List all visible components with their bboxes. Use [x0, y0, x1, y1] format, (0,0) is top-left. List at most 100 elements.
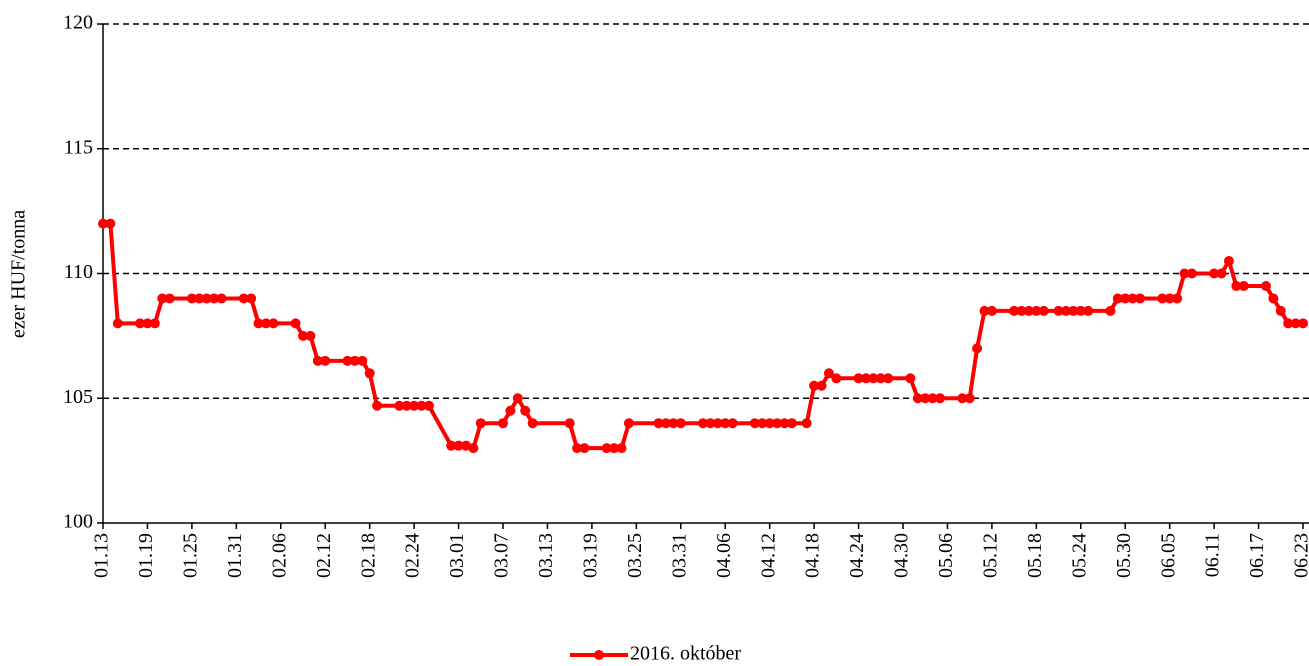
data-point: [290, 318, 301, 329]
data-point: [357, 355, 368, 366]
data-point: [105, 218, 116, 229]
data-point: [668, 418, 679, 429]
data-point: [712, 418, 723, 429]
data-point: [875, 373, 886, 384]
data-point: [298, 330, 308, 341]
x-tick-label: 06.23: [1291, 533, 1309, 578]
y-axis-label: ezer HUF/tonna: [8, 210, 30, 338]
x-tick-label: 02.18: [357, 533, 379, 578]
data-point: [935, 393, 946, 404]
data-point: [986, 305, 997, 316]
data-point: [964, 393, 975, 404]
data-point: [1009, 305, 1020, 316]
data-point: [1179, 268, 1190, 279]
data-point: [186, 293, 197, 304]
data-point: [394, 400, 405, 411]
data-point: [564, 418, 575, 429]
data-point: [320, 355, 331, 366]
data-point: [1186, 268, 1197, 279]
y-tick-label: 105: [63, 386, 93, 408]
data-point: [1238, 280, 1249, 291]
data-point: [1260, 280, 1271, 291]
data-point: [98, 218, 108, 229]
data-point: [727, 418, 738, 429]
x-tick-label: 04.06: [713, 533, 735, 578]
data-point: [1120, 293, 1131, 304]
data-point: [972, 343, 983, 354]
data-point: [1283, 318, 1294, 329]
data-point: [1290, 318, 1301, 329]
x-tick-label: 05.18: [1024, 533, 1046, 578]
data-point: [1068, 305, 1079, 316]
data-point: [653, 418, 664, 429]
y-tick-label: 110: [64, 261, 93, 283]
data-point: [149, 318, 160, 329]
x-tick-label: 03.13: [535, 533, 557, 578]
data-point: [883, 373, 894, 384]
data-point: [705, 418, 716, 429]
data-point: [364, 368, 375, 379]
x-tick-label: 02.12: [313, 533, 335, 578]
y-tick-label: 115: [64, 136, 93, 158]
data-point: [720, 418, 731, 429]
data-point: [831, 373, 842, 384]
data-point: [135, 318, 146, 329]
data-point: [601, 443, 612, 454]
data-point: [1127, 293, 1138, 304]
data-point: [401, 400, 412, 411]
data-point: [1216, 268, 1227, 279]
data-point: [1083, 305, 1094, 316]
data-point: [853, 373, 864, 384]
data-point: [764, 418, 775, 429]
data-point: [1231, 280, 1242, 291]
data-point: [1172, 293, 1183, 304]
data-point: [312, 355, 323, 366]
x-tick-label: 02.24: [402, 533, 424, 578]
data-point: [660, 418, 671, 429]
x-tick-label: 06.17: [1246, 533, 1268, 578]
data-point: [1209, 268, 1220, 279]
data-line: [103, 221, 1303, 451]
data-point: [409, 400, 420, 411]
data-point: [616, 443, 627, 454]
x-tick-label: 01.13: [91, 533, 113, 578]
data-point: [498, 418, 508, 429]
x-tick-label: 05.30: [1113, 533, 1135, 578]
data-point: [675, 418, 686, 429]
x-tick-label: 04.24: [846, 533, 868, 578]
data-point: [1298, 318, 1308, 329]
x-tick-label: 03.19: [579, 533, 601, 578]
data-point: [423, 400, 434, 411]
data-point: [475, 418, 486, 429]
x-tick-label: 04.18: [802, 533, 824, 578]
data-point: [164, 293, 175, 304]
data-point: [216, 293, 227, 304]
data-point: [142, 318, 153, 329]
data-point: [201, 293, 212, 304]
data-point: [1275, 305, 1286, 316]
data-point: [749, 418, 760, 429]
data-point: [1038, 305, 1049, 316]
data-point: [453, 440, 464, 451]
data-point: [579, 443, 590, 454]
data-point: [868, 373, 879, 384]
data-point: [238, 293, 249, 304]
data-point: [572, 443, 583, 454]
x-tick-label: 05.12: [979, 533, 1001, 578]
data-point: [1060, 305, 1071, 316]
data-point: [305, 330, 316, 341]
data-point: [801, 418, 812, 429]
data-point: [446, 440, 457, 451]
data-point: [112, 318, 123, 329]
data-point: [957, 393, 968, 404]
x-tick-label: 05.06: [935, 533, 957, 578]
data-point: [512, 393, 523, 404]
data-point: [623, 418, 634, 429]
x-tick-label: 04.12: [757, 533, 779, 578]
data-point: [1268, 293, 1279, 304]
data-point: [809, 380, 820, 391]
data-point: [246, 293, 257, 304]
data-point: [979, 305, 990, 316]
x-tick-label: 05.24: [1068, 533, 1090, 578]
data-point: [1112, 293, 1123, 304]
